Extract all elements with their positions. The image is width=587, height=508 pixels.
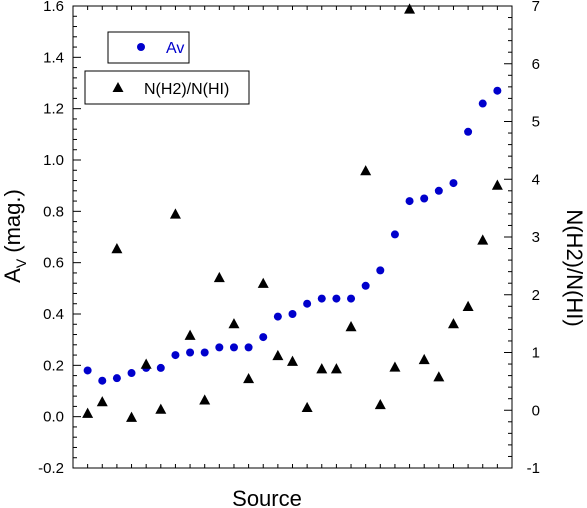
right-tick-label: 3 bbox=[532, 229, 540, 246]
ratio-point bbox=[213, 271, 225, 283]
av-point bbox=[303, 299, 312, 308]
legend-label-ratio: N(H2)/N(HI) bbox=[144, 81, 229, 98]
av-point bbox=[83, 366, 92, 375]
legend-label-av: Av bbox=[166, 40, 184, 57]
ratio-point bbox=[360, 165, 372, 176]
legend-marker-av bbox=[137, 43, 145, 51]
right-tick-label: 1 bbox=[532, 345, 540, 362]
ratio-point bbox=[82, 407, 94, 418]
av-point bbox=[332, 294, 341, 303]
av-point bbox=[317, 294, 326, 303]
ratio-point bbox=[184, 329, 196, 340]
right-tick-label: 6 bbox=[532, 56, 540, 73]
left-tick-label: 1.4 bbox=[43, 49, 64, 66]
av-point bbox=[405, 197, 414, 206]
av-point bbox=[200, 348, 209, 357]
x-axis-title: Source bbox=[232, 486, 302, 508]
legend-box-av bbox=[107, 31, 190, 64]
av-point bbox=[244, 343, 253, 352]
plot-frame bbox=[72, 5, 513, 469]
ratio-point bbox=[169, 208, 181, 219]
ratio-point bbox=[126, 411, 138, 422]
av-point bbox=[493, 86, 502, 95]
ratio-point bbox=[447, 318, 459, 329]
right-tick-label: 7 bbox=[532, 0, 540, 15]
av-point bbox=[229, 343, 238, 352]
ratio-point bbox=[316, 363, 328, 374]
right-axis-ticks: -1 0 1 2 3 4 5 6 7 bbox=[504, 0, 540, 477]
ratio-point bbox=[491, 179, 503, 190]
right-tick-label: 5 bbox=[532, 114, 540, 131]
av-point bbox=[420, 194, 429, 203]
right-tick-label: 4 bbox=[532, 171, 540, 188]
left-axis-title-rest: (mag.) bbox=[0, 189, 25, 259]
ratio-point bbox=[433, 371, 445, 382]
ratio-point bbox=[257, 277, 269, 288]
ratio-point bbox=[374, 398, 386, 410]
av-point bbox=[449, 179, 458, 188]
av-point bbox=[127, 369, 136, 378]
ratio-point bbox=[404, 3, 416, 14]
left-axis-title: AV (mag.) bbox=[0, 189, 29, 283]
av-point bbox=[390, 230, 399, 239]
legend: Av N(H2)/N(HI) bbox=[84, 31, 250, 105]
av-point bbox=[478, 99, 487, 108]
left-tick-label: 1.6 bbox=[43, 0, 64, 15]
ratio-point bbox=[155, 403, 167, 414]
av-point bbox=[273, 312, 282, 321]
legend-box-ratio bbox=[84, 70, 250, 105]
av-point bbox=[361, 281, 370, 290]
right-tick-label: -1 bbox=[527, 460, 540, 477]
right-axis-title: N(H2)/N(HI) bbox=[562, 209, 587, 326]
ratio-point bbox=[199, 394, 211, 405]
ratio-point bbox=[287, 355, 298, 366]
ratio-point bbox=[140, 358, 152, 369]
av-point bbox=[171, 351, 180, 360]
x-axis-ticks bbox=[87, 6, 498, 468]
av-point bbox=[186, 348, 195, 357]
av-point bbox=[98, 376, 107, 385]
left-tick-label: 1.0 bbox=[43, 152, 64, 169]
av-point bbox=[215, 343, 224, 352]
right-tick-label: 0 bbox=[532, 402, 540, 419]
left-axis-title-sub: V bbox=[13, 258, 29, 268]
ratio-point bbox=[111, 243, 123, 254]
left-tick-label: 1.2 bbox=[43, 101, 64, 118]
av-point bbox=[376, 266, 385, 275]
av-point bbox=[288, 310, 297, 318]
left-tick-label: 0.6 bbox=[43, 255, 64, 272]
ratio-point bbox=[477, 234, 489, 245]
ratio-point bbox=[301, 401, 313, 413]
right-tick-label: 2 bbox=[532, 287, 540, 304]
left-tick-label: -0.2 bbox=[38, 460, 64, 477]
left-tick-label: 0.0 bbox=[43, 409, 64, 426]
ratio-point bbox=[330, 363, 342, 374]
av-point bbox=[434, 186, 443, 195]
ratio-point bbox=[243, 372, 255, 384]
av-point bbox=[347, 294, 356, 303]
av-point bbox=[156, 363, 165, 372]
left-tick-label: 0.2 bbox=[43, 357, 64, 374]
ratio-point bbox=[345, 321, 357, 332]
ratio-point bbox=[462, 300, 474, 311]
left-tick-label: 0.4 bbox=[43, 306, 64, 323]
av-point bbox=[464, 127, 473, 136]
data-marks bbox=[82, 3, 503, 422]
left-tick-label: 0.8 bbox=[43, 203, 64, 220]
ratio-point bbox=[272, 349, 284, 361]
left-axis-ticks: -0.2 0.0 0.2 0.4 0.6 0.8 1.0 1.2 1.4 1.6 bbox=[38, 0, 81, 477]
av-point bbox=[259, 333, 268, 342]
legend-marker-ratio bbox=[112, 82, 124, 92]
av-point bbox=[112, 374, 121, 383]
left-axis-title-main: A bbox=[0, 268, 25, 283]
ratio-point bbox=[228, 318, 240, 329]
ratio-point bbox=[96, 396, 108, 407]
ratio-point bbox=[418, 353, 430, 365]
ratio-point bbox=[389, 361, 401, 372]
